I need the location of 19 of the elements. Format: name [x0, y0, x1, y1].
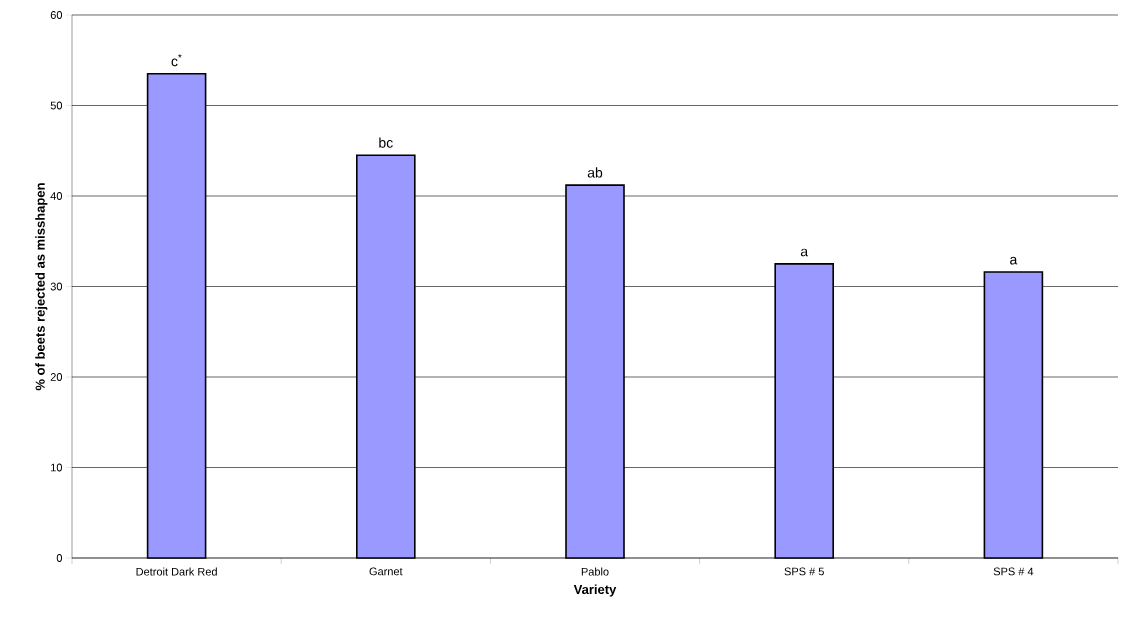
- x-tick-label: SPS # 4: [993, 567, 1034, 576]
- x-tick-label: Pablo: [581, 567, 609, 576]
- y-tick-label: 50: [50, 101, 63, 110]
- y-tick-label: 0: [56, 554, 63, 562]
- y-tick-label: 30: [50, 282, 63, 291]
- y-tick-label: 60: [50, 11, 63, 19]
- annotation: a: [1010, 256, 1018, 265]
- annotation: c$^{*}$: [171, 54, 182, 67]
- y-tick-label: 20: [50, 373, 63, 381]
- x-tick-label: Garnet: [369, 567, 403, 576]
- annotation: bc: [379, 137, 393, 148]
- y-tick-label: 40: [50, 192, 63, 200]
- x-tick-label: Detroit Dark Red: [136, 567, 217, 576]
- annotation: a: [800, 248, 809, 257]
- y-tick-label: 10: [51, 463, 63, 472]
- annotation: ab: [587, 167, 603, 178]
- x-axis-title: Variety: [573, 584, 617, 597]
- x-tick-label: SPS # 5: [784, 567, 824, 576]
- y-axis-title: % of beets rejected as misshapen: [35, 183, 48, 391]
